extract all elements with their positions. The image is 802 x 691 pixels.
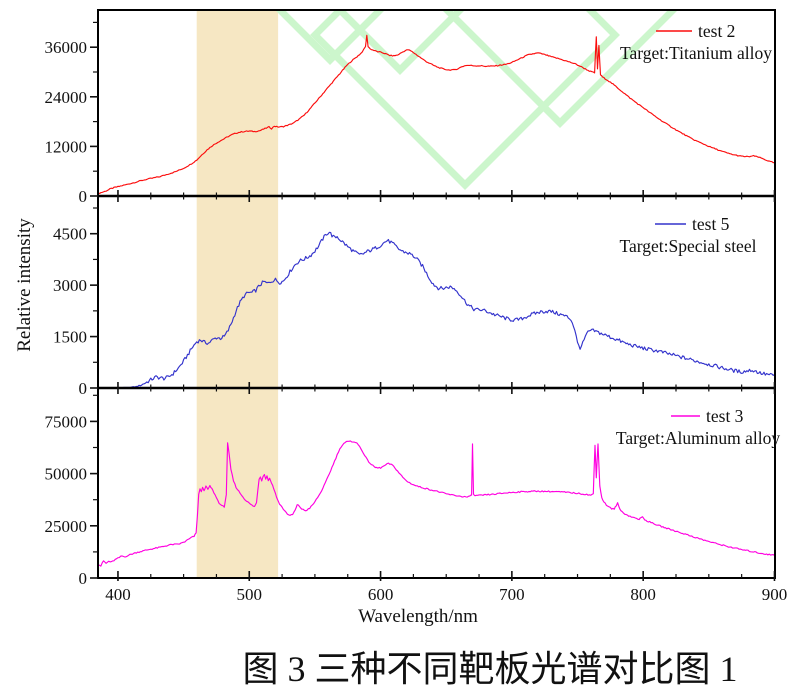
svg-text:900: 900 <box>762 585 788 604</box>
x-axis-title: Wavelength/nm <box>358 606 478 627</box>
svg-text:0: 0 <box>79 187 88 206</box>
svg-text:3000: 3000 <box>53 276 87 295</box>
svg-text:1500: 1500 <box>53 328 87 347</box>
svg-text:0: 0 <box>79 569 88 588</box>
watermark-diamonds-icon <box>276 11 677 190</box>
svg-text:75000: 75000 <box>45 412 88 431</box>
highlight-band <box>196 10 279 578</box>
svg-text:4500: 4500 <box>53 225 87 244</box>
legend-target-aluminum-alloy: Target:Aluminum alloy <box>616 428 780 448</box>
legend-target-titanium-alloy: Target:Titanium alloy <box>620 43 772 63</box>
panel-frames <box>97 9 776 579</box>
legend-label-test5: test 5 <box>692 214 730 234</box>
legend-label-test2: test 2 <box>698 21 735 41</box>
svg-text:600: 600 <box>368 585 394 604</box>
legend-target-special-steel: Target:Special steel <box>620 236 757 256</box>
y-axis-title: Relative intensity <box>14 218 35 352</box>
legend-top-panel: test 2 Target:Titanium alloy <box>620 21 772 63</box>
legend-label-test3: test 3 <box>706 406 744 426</box>
svg-text:24000: 24000 <box>45 88 88 107</box>
figure-caption: 图 3 三种不同靶板光谱对比图 1 <box>242 649 737 689</box>
axis-ticks <box>90 21 776 581</box>
svg-text:25000: 25000 <box>45 517 88 536</box>
svg-text:500: 500 <box>237 585 263 604</box>
svg-text:700: 700 <box>499 585 525 604</box>
svg-text:50000: 50000 <box>45 465 88 484</box>
svg-text:400: 400 <box>105 585 131 604</box>
legend-middle-panel: test 5 Target:Special steel <box>620 214 757 256</box>
svg-text:0: 0 <box>79 379 88 398</box>
axis-tick-labels: 400 500 600 700 800 900 0 12000 24000 36000 0 1500 3… <box>45 38 788 604</box>
svg-text:12000: 12000 <box>45 137 88 156</box>
svg-text:800: 800 <box>630 585 656 604</box>
legend-bottom-panel: test 3 Target:Aluminum alloy <box>616 406 780 448</box>
spectra-curves <box>97 34 776 567</box>
svg-text:36000: 36000 <box>45 38 88 57</box>
